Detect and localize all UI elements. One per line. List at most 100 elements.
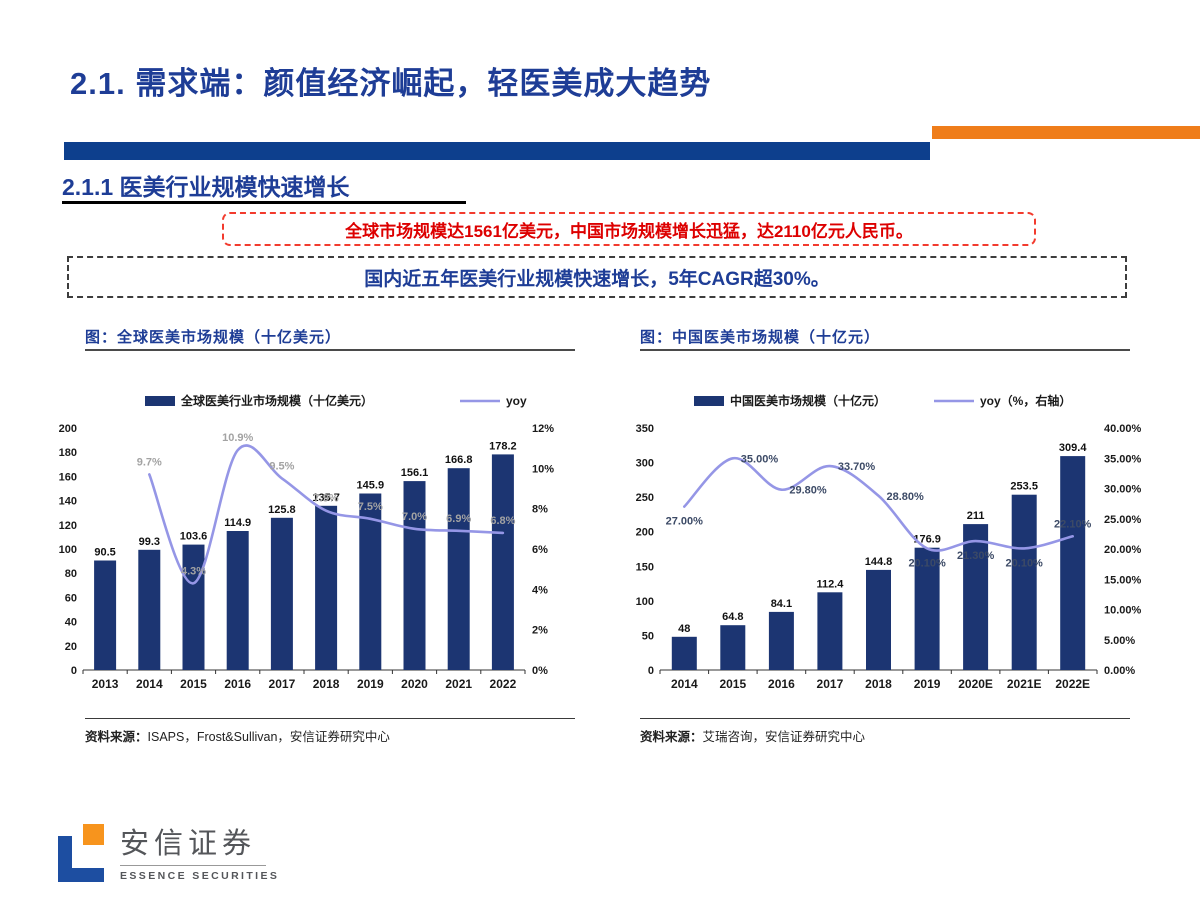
- logo-divider: [120, 865, 266, 867]
- bar-value-label: 178.2: [489, 440, 517, 452]
- bar: [914, 547, 940, 670]
- svg-text:2017: 2017: [817, 677, 844, 691]
- svg-text:0: 0: [648, 665, 654, 677]
- bar-value-label: 64.8: [722, 611, 743, 623]
- svg-text:10.00%: 10.00%: [1104, 605, 1142, 617]
- bar: [315, 505, 338, 670]
- yoy-value-label: 21.30%: [957, 550, 995, 562]
- bar-value-label: 125.8: [268, 504, 296, 516]
- svg-text:20.00%: 20.00%: [1104, 544, 1142, 556]
- bar-value-label: 112.4: [816, 578, 844, 590]
- bar-value-label: 145.9: [357, 480, 385, 492]
- svg-text:2018: 2018: [865, 677, 892, 691]
- global-chart-title-rule: [85, 349, 575, 351]
- svg-text:2018: 2018: [313, 677, 340, 691]
- bar-value-label: 144.8: [865, 556, 893, 568]
- source-text: 艾瑞咨询，安信证券研究中心: [702, 730, 866, 744]
- yoy-value-label: 27.00%: [666, 516, 704, 528]
- bars: 90.5 99.3 103.6 114.9 125.8 135.7 145.9 156.1 16…: [94, 440, 517, 670]
- bar: [1011, 494, 1037, 670]
- svg-text:2020E: 2020E: [958, 677, 993, 691]
- x-axis: [82, 669, 526, 674]
- svg-text:0%: 0%: [532, 665, 548, 677]
- bar-value-label: 103.6: [180, 531, 208, 543]
- svg-text:25.00%: 25.00%: [1104, 514, 1142, 526]
- svg-text:2022E: 2022E: [1055, 677, 1090, 691]
- svg-text:2014: 2014: [136, 677, 163, 691]
- yoy-value-label: 28.80%: [887, 491, 925, 503]
- orange-accent-bar: [932, 126, 1200, 139]
- page-title: 2.1. 需求端：颜值经济崛起，轻医美成大趋势: [70, 66, 712, 101]
- chart-legend: 中国医美市场规模（十亿元） yoy（%，右轴）: [694, 393, 1071, 408]
- svg-text:2022: 2022: [490, 677, 517, 691]
- svg-text:6%: 6%: [532, 544, 548, 556]
- svg-text:150: 150: [636, 561, 654, 573]
- legend-bar-label: 全球医美行业市场规模（十亿美元）: [180, 393, 373, 408]
- svg-text:12%: 12%: [532, 423, 554, 435]
- yoy-value-label: 9.5%: [269, 460, 294, 472]
- logo-company-name-en: ESSENCE SECURITIES: [120, 870, 280, 883]
- svg-text:0: 0: [71, 665, 77, 677]
- logo-company-name: 安信证券: [120, 828, 257, 860]
- svg-text:120: 120: [59, 520, 77, 532]
- yoy-value-label: 29.80%: [789, 485, 827, 497]
- yoy-value-label: 6.9%: [446, 513, 471, 525]
- svg-text:50: 50: [642, 630, 654, 642]
- svg-text:350: 350: [636, 423, 654, 435]
- bar: [963, 524, 989, 670]
- bar-value-label: 309.4: [1059, 442, 1087, 454]
- source-text: ISAPS，Frost&Sullivan，安信证券研究中心: [147, 730, 390, 744]
- yoy-line: [148, 444, 505, 585]
- svg-text:40: 40: [65, 617, 77, 629]
- section-heading: 2.1.1 医美行业规模快速增长: [62, 174, 350, 200]
- logo-text: 安信证券 ESSENCE SECURITIES: [120, 824, 279, 882]
- svg-text:2015: 2015: [180, 677, 207, 691]
- logo-orange-square: [83, 824, 104, 845]
- svg-text:180: 180: [59, 447, 77, 459]
- svg-text:2021E: 2021E: [1007, 677, 1042, 691]
- bar: [720, 625, 746, 670]
- yoy-value-label: 20.10%: [1006, 557, 1044, 569]
- yoy-value-label: 4.3%: [181, 565, 206, 577]
- svg-text:2%: 2%: [532, 625, 548, 637]
- bar: [359, 493, 382, 670]
- svg-text:4%: 4%: [532, 584, 548, 596]
- china-chart-title: 图：中国医美市场规模（十亿元）: [640, 329, 881, 346]
- bar-value-label: 211: [967, 510, 985, 522]
- svg-text:15.00%: 15.00%: [1104, 574, 1142, 586]
- global-market-chart: 全球医美行业市场规模（十亿美元） yoy 0 20 40 60 80 100 120 140 160…: [59, 393, 555, 691]
- svg-text:100: 100: [636, 596, 654, 608]
- bar-value-label: 90.5: [94, 547, 115, 559]
- yoy-value-label: 7.9%: [314, 493, 339, 505]
- axis-labels: 0 50 100 150 200 250 300 350 0.00% 5.00% 10.00% 15.…: [636, 423, 1142, 691]
- svg-text:2015: 2015: [719, 677, 746, 691]
- bar-value-label: 48: [678, 623, 690, 635]
- yoy-value-label: 10.9%: [222, 432, 253, 444]
- bar: [1060, 456, 1086, 670]
- yoy-value-label: 35.00%: [741, 453, 779, 465]
- yoy-value-label: 7.5%: [358, 501, 383, 513]
- yoy-value-label: 9.7%: [137, 456, 162, 468]
- svg-text:30.00%: 30.00%: [1104, 484, 1142, 496]
- legend-bar-swatch: [145, 396, 175, 406]
- essence-logo-icon: [58, 824, 108, 882]
- blue-accent-bar: [64, 142, 930, 160]
- svg-text:160: 160: [59, 471, 77, 483]
- yoy-labels: 9.7% 4.3% 10.9% 9.5% 7.9% 7.5% 7.0% 6.9% 6.8%: [137, 432, 516, 577]
- logo-l-horizontal: [58, 868, 104, 882]
- svg-text:35.00%: 35.00%: [1104, 453, 1142, 465]
- svg-text:2017: 2017: [269, 677, 296, 691]
- legend-line-label: yoy（%，右轴）: [980, 393, 1071, 408]
- svg-text:200: 200: [59, 423, 77, 435]
- source-label: 资料来源：: [640, 730, 703, 744]
- bar: [138, 549, 161, 670]
- legend-line-label: yoy: [506, 394, 527, 408]
- x-axis: [659, 669, 1098, 674]
- svg-text:5.00%: 5.00%: [1104, 635, 1135, 647]
- svg-text:2019: 2019: [357, 677, 384, 691]
- bar-value-label: 99.3: [139, 536, 160, 548]
- svg-text:2019: 2019: [914, 677, 941, 691]
- legend-bar-swatch: [694, 396, 724, 406]
